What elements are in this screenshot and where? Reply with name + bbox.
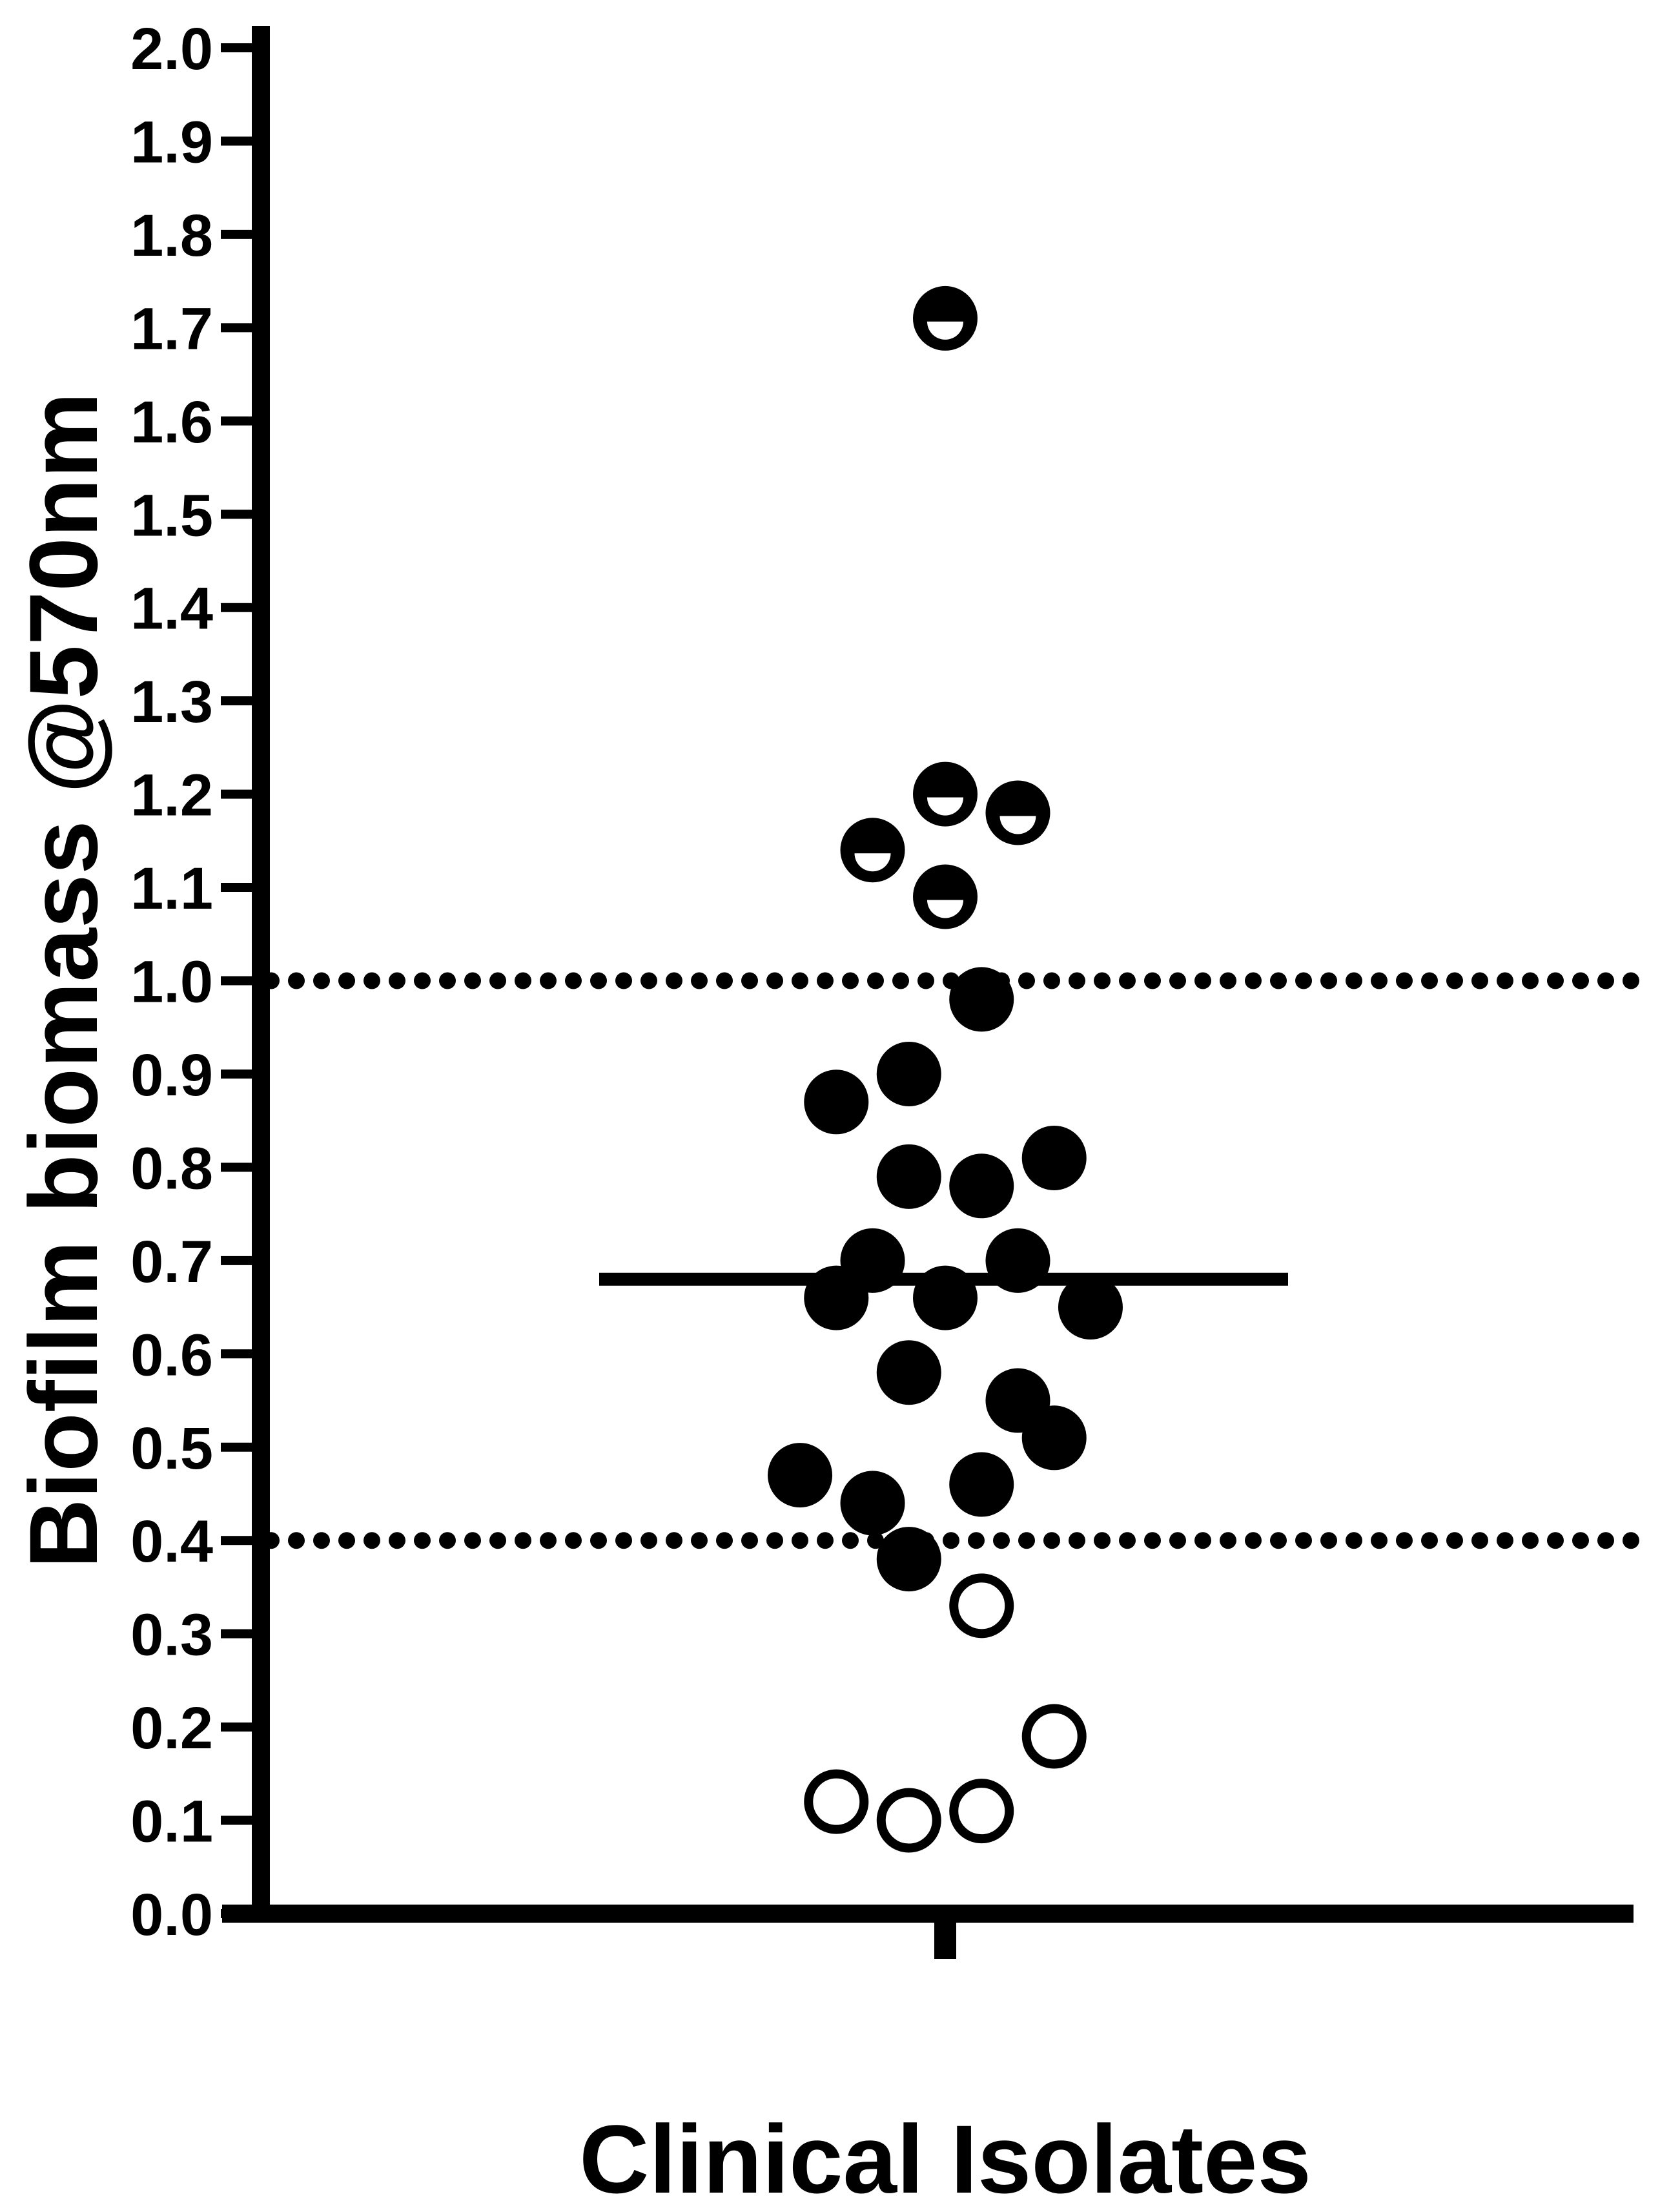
y-tick-label-18: 1.8 — [130, 203, 213, 269]
point-strong-1-half — [927, 797, 963, 816]
y-tick-label-1: 0.1 — [130, 1789, 213, 1855]
y-tick-label-12: 1.2 — [130, 763, 213, 829]
point-strong-2-outer — [985, 780, 1050, 845]
point-weak-2 — [804, 1769, 869, 1834]
point-moderate-2 — [804, 1070, 869, 1135]
y-tick-label-9: 0.9 — [130, 1042, 213, 1108]
y-tick-label-2: 0.2 — [130, 1695, 213, 1761]
point-moderate-1 — [876, 1041, 941, 1106]
point-strong-1-outer — [913, 761, 978, 827]
y-tick-label-7: 0.7 — [130, 1229, 213, 1295]
point-moderate-3 — [1021, 1125, 1087, 1190]
point-strong-0 — [913, 285, 978, 351]
point-moderate-7 — [985, 1228, 1050, 1293]
y-tick-label-14: 1.4 — [130, 576, 213, 642]
y-tick-label-19: 1.9 — [130, 109, 213, 175]
y-tick-label-17: 1.7 — [130, 296, 213, 362]
y-tick-label-4: 0.4 — [130, 1509, 213, 1575]
point-strong-2-half — [999, 816, 1036, 834]
reference-lines — [263, 972, 1652, 1549]
point-moderate-5 — [949, 1153, 1014, 1219]
point-strong-0-outer — [913, 285, 978, 351]
point-moderate-0 — [949, 967, 1014, 1032]
point-strong-2 — [985, 780, 1050, 845]
point-strong-3-half — [854, 853, 891, 872]
y-tick-label-16: 1.6 — [130, 389, 213, 455]
y-ticks: 0.0 0.1 0.2 0.3 0.4 0.5 0.6 0.7 0.8 0.9 1.0 1.1 1.2 1… — [130, 16, 261, 1948]
y-tick-label-6: 0.6 — [130, 1322, 213, 1388]
point-moderate-10 — [1058, 1275, 1123, 1340]
point-strong-4 — [913, 864, 978, 929]
y-tick-label-15: 1.5 — [130, 482, 213, 548]
point-moderate-14 — [768, 1443, 833, 1508]
point-strong-4-outer — [913, 864, 978, 929]
y-tick-label-3: 0.3 — [130, 1602, 213, 1668]
y-tick-label-8: 0.8 — [130, 1135, 213, 1201]
point-weak-3 — [949, 1779, 1014, 1844]
y-tick-label-11: 1.1 — [130, 856, 213, 922]
y-tick-label-0: 0.0 — [130, 1882, 213, 1948]
x-axis-title: Clinical Isolates — [579, 2105, 1311, 2212]
point-strong-0-half — [927, 321, 963, 340]
data-points — [768, 285, 1123, 1853]
point-moderate-17 — [876, 1527, 941, 1592]
point-strong-3 — [840, 818, 905, 883]
y-axis-title: Biofilm biomass @570nm — [9, 392, 118, 1569]
point-strong-1 — [913, 761, 978, 827]
point-moderate-4 — [876, 1144, 941, 1209]
y-tick-label-13: 1.3 — [130, 669, 213, 735]
point-moderate-9 — [913, 1265, 978, 1330]
point-weak-0 — [949, 1573, 1014, 1638]
point-weak-1 — [1021, 1704, 1087, 1769]
point-strong-3-outer — [840, 818, 905, 883]
point-moderate-11 — [876, 1340, 941, 1405]
axes — [222, 26, 1634, 1959]
point-weak-4 — [876, 1788, 941, 1853]
point-moderate-15 — [949, 1452, 1014, 1517]
point-moderate-13 — [1021, 1405, 1087, 1471]
point-moderate-16 — [840, 1471, 905, 1536]
y-tick-label-20: 2.0 — [130, 16, 213, 82]
point-strong-4-half — [927, 900, 963, 918]
y-tick-label-10: 1.0 — [130, 949, 213, 1015]
y-tick-label-5: 0.5 — [130, 1416, 213, 1482]
point-moderate-8 — [804, 1265, 869, 1330]
